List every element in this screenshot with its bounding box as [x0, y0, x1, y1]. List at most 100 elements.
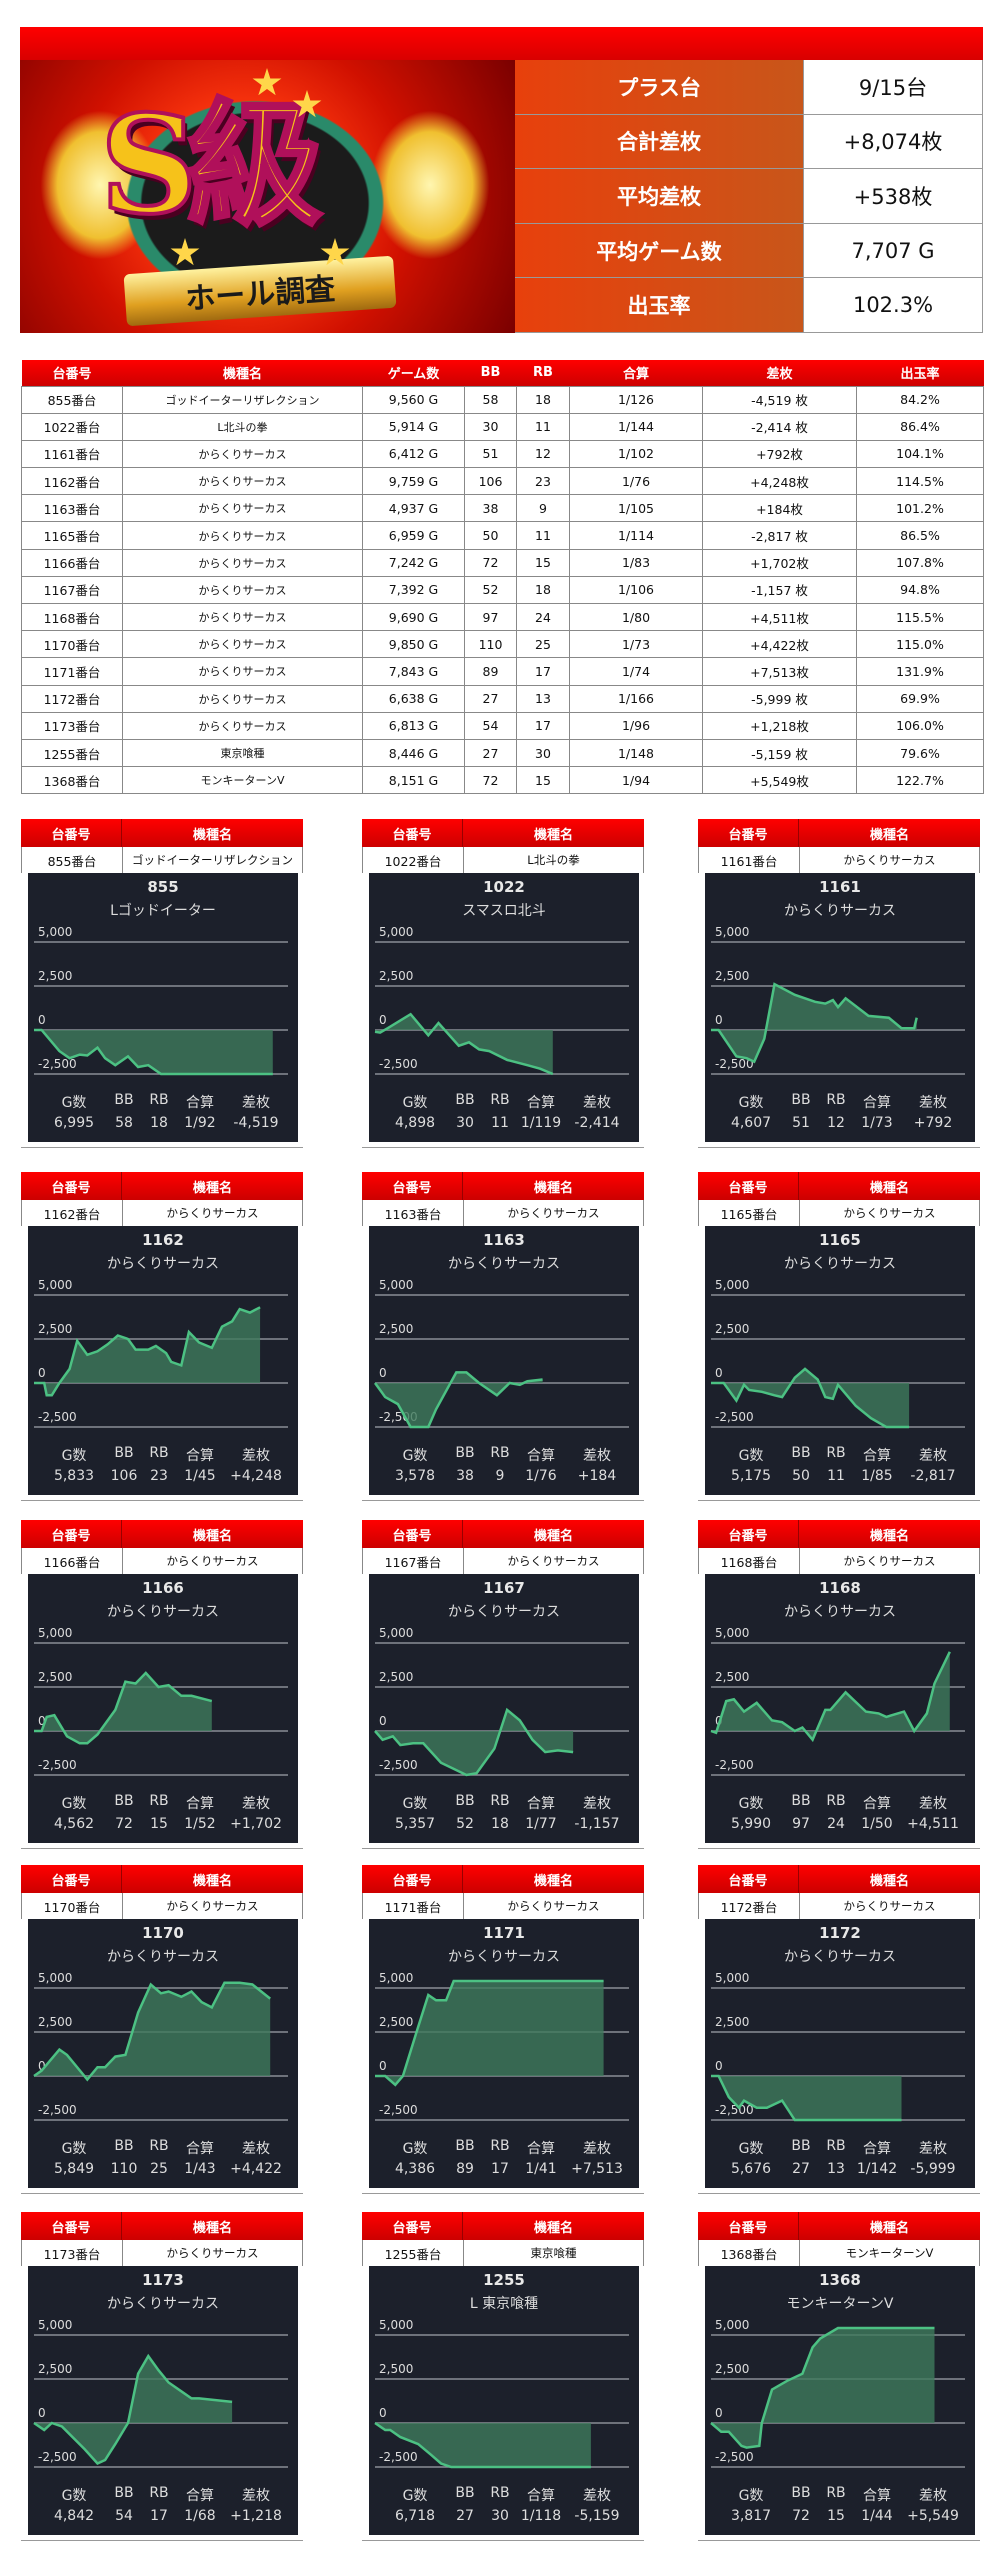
- machine-card: 台番号 機種名 1022番台 L北斗の拳 5,000 2,500 0 -2,500 1022 スマ…: [362, 819, 644, 1148]
- card-header-number: 台番号: [698, 2212, 799, 2240]
- card-header-machine: 機種名: [869, 2220, 909, 2236]
- y-tick-label: 2,500: [379, 2362, 413, 2376]
- stat-label: BB: [791, 1445, 811, 1461]
- stat-label: 差枚: [242, 2488, 270, 2504]
- card-header-number: 台番号: [698, 1865, 799, 1893]
- y-tick-label: -2,500: [38, 1057, 77, 1071]
- game-count: 9,560 G: [362, 385, 465, 414]
- stat-value: 58: [115, 1115, 133, 1131]
- card-header-row: 台番号 機種名: [362, 1865, 644, 1893]
- card-header-row: 台番号 機種名: [698, 1520, 980, 1548]
- machine-card: 台番号 機種名 1163番台 からくりサーカス 5,000 2,500 0 -2,500 116…: [362, 1172, 644, 1501]
- y-tick-label: 5,000: [715, 2318, 749, 2332]
- area-fill: [34, 1030, 273, 1074]
- unit-number: 1166番台: [21, 548, 123, 577]
- machine-name: L北斗の拳: [122, 412, 363, 441]
- game-count: 7,392 G: [362, 575, 465, 605]
- card-machine-name: からくりサーカス: [166, 1554, 259, 1568]
- y-tick-label: -2,500: [38, 2103, 77, 2117]
- chart-subtitle: からくりサーカス: [107, 1256, 219, 1272]
- area-fill: [711, 1651, 950, 1740]
- card-header-machine: 機種名: [533, 1180, 573, 1196]
- column-header: 出玉率: [856, 360, 984, 386]
- stat-value: +4,511: [907, 1816, 959, 1832]
- stat-label: BB: [791, 2138, 811, 2154]
- card-bottom-border: [21, 1147, 303, 1148]
- y-tick-label: 0: [38, 1013, 46, 1027]
- stat-label: 合算: [186, 1095, 214, 1111]
- combined-probability: 1/166: [569, 684, 703, 713]
- summary-row: 出玉率 102.3%: [515, 278, 983, 333]
- stat-value: -5,999: [910, 2161, 956, 2177]
- stat-value: 15: [150, 1816, 168, 1832]
- card-header-number: 台番号: [362, 819, 463, 847]
- y-tick-label: 2,500: [715, 2362, 749, 2376]
- chart-subtitle: からくりサーカス: [784, 1256, 896, 1272]
- stat-value: 4,898: [394, 1115, 436, 1131]
- rb-count: 12: [516, 439, 570, 469]
- stat-label: 差枚: [583, 1796, 611, 1812]
- series-line: [711, 2074, 902, 2122]
- series-line: [375, 1979, 604, 2087]
- y-tick-label: 0: [379, 2059, 387, 2073]
- stat-value: 38: [456, 1468, 474, 1484]
- stat-label: 合算: [863, 1448, 891, 1464]
- y-tick-label: 5,000: [715, 925, 749, 939]
- stat-value: -4,519: [233, 1115, 279, 1131]
- machine-card: 台番号 機種名 1167番台 からくりサーカス 5,000 2,500 0 -2,500 116…: [362, 1520, 644, 1849]
- y-tick-label: 2,500: [379, 969, 413, 983]
- rb-count: 23: [516, 467, 570, 496]
- stat-label: BB: [455, 1793, 475, 1809]
- card-name-row: 1171番台 からくりサーカス: [362, 1893, 644, 1919]
- header-bar: [20, 27, 983, 60]
- stat-value: +1,702: [230, 1816, 282, 1832]
- combined-probability: 1/96: [569, 711, 703, 740]
- series-line: [33, 1981, 271, 2082]
- chart-panel: 5,000 2,500 0 -2,500 1170 からくりサーカス G数 5,849 BB 11…: [28, 1919, 298, 2188]
- series-line: [710, 2326, 935, 2449]
- stat-value: 1/119: [520, 1115, 562, 1131]
- y-tick-label: -2,500: [379, 2450, 418, 2464]
- game-count: 8,446 G: [362, 738, 465, 768]
- stat-label: BB: [791, 1092, 811, 1108]
- card-bottom-border: [21, 1848, 303, 1849]
- card-machine-name: モンキーターンV: [845, 2246, 934, 2260]
- stat-label: BB: [114, 2138, 134, 2154]
- unit-number: 1163番台: [21, 494, 123, 523]
- chart-title: 1173: [142, 2271, 184, 2289]
- bb-count: 89: [464, 657, 517, 686]
- payout-rate: 115.0%: [856, 630, 984, 659]
- stat-label: 差枚: [583, 2488, 611, 2504]
- card-header-row: 台番号 機種名: [21, 2212, 303, 2240]
- card-header-row: 台番号 機種名: [21, 1520, 303, 1548]
- machine-name: からくりサーカス: [122, 711, 363, 740]
- card-header-number: 台番号: [21, 1520, 122, 1548]
- game-count: 9,690 G: [362, 602, 465, 632]
- payout-rate: 86.4%: [856, 412, 984, 441]
- stat-label: RB: [490, 2485, 510, 2501]
- area-fill: [34, 2356, 233, 2464]
- table-row: 1255番台 東京喰種 8,446 G 27 30 1/148 -5,159 枚 79.6%: [21, 738, 984, 768]
- machine-card: 台番号 機種名 1166番台 からくりサーカス 5,000 2,500 0 -2,500 116…: [21, 1520, 303, 1849]
- y-tick-label: 0: [379, 2406, 387, 2420]
- chart-title: 1166: [142, 1579, 184, 1597]
- chart-subtitle: からくりサーカス: [448, 1604, 560, 1620]
- stat-value: 27: [456, 2508, 474, 2524]
- unit-number: 855番台: [21, 385, 123, 414]
- machine-card: 台番号 機種名 1165番台 からくりサーカス 5,000 2,500 0 -2,500 116…: [698, 1172, 980, 1501]
- stat-value: 4,607: [730, 1115, 772, 1131]
- stat-value: 25: [150, 2161, 168, 2177]
- card-header-machine: 機種名: [869, 1873, 909, 1889]
- card-header-row: 台番号 機種名: [362, 2212, 644, 2240]
- y-tick-label: -2,500: [715, 1057, 754, 1071]
- payout-rate: 106.0%: [856, 711, 984, 740]
- stat-value: 23: [150, 1468, 168, 1484]
- table-row: 1162番台 からくりサーカス 9,759 G 106 23 1/76 +4,248枚 114…: [21, 467, 984, 496]
- area-fill: [711, 2328, 935, 2448]
- stat-value: 1/76: [525, 1468, 557, 1484]
- column-header: RB: [516, 360, 570, 386]
- card-header-row: 台番号 機種名: [698, 819, 980, 847]
- card-header-machine: 機種名: [192, 1528, 232, 1544]
